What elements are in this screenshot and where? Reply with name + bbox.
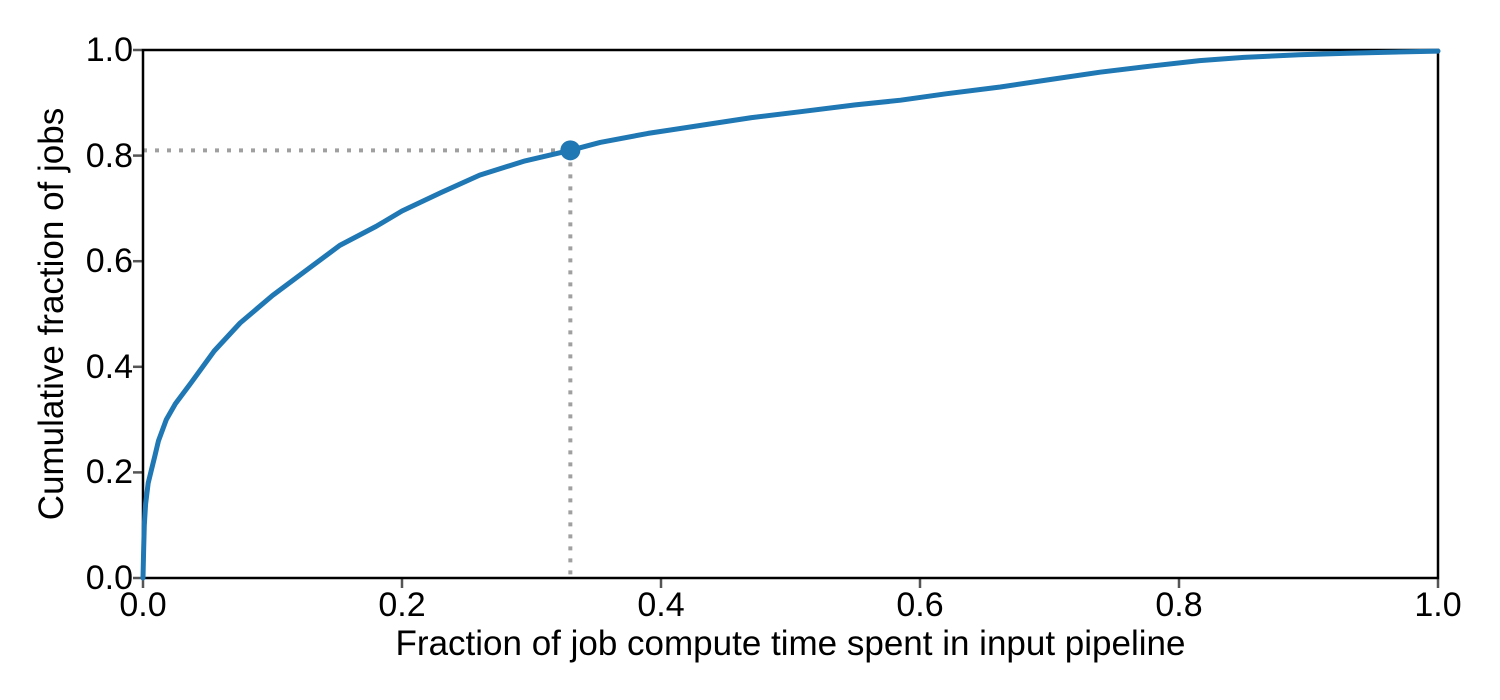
x-tick-label-0.2: 0.2 [378, 586, 426, 624]
highlight-point-marker [560, 140, 581, 161]
y-tick-label-0.0: 0.0 [85, 559, 133, 597]
x-tick-label-0.4: 0.4 [637, 586, 685, 624]
x-tick-label-0.8: 0.8 [1155, 586, 1203, 624]
y-tick-label-1.0: 1.0 [85, 31, 133, 69]
y-tick-label-0.8: 0.8 [85, 136, 133, 175]
y-tick-label-0.6: 0.6 [85, 242, 133, 281]
y-tick-label-0.2: 0.2 [85, 453, 133, 492]
x-tick-label-0.6: 0.6 [896, 586, 944, 624]
plot-spines [141, 48, 1440, 580]
x-axis-label: Fraction of job compute time spent in in… [395, 624, 1186, 663]
x-tick-label-1.0: 1.0 [1414, 586, 1462, 624]
y-tick-label-0.4: 0.4 [85, 347, 133, 386]
cdf-curve [140, 48, 1441, 581]
x-tick-label-0.0: 0.0 [119, 586, 167, 624]
